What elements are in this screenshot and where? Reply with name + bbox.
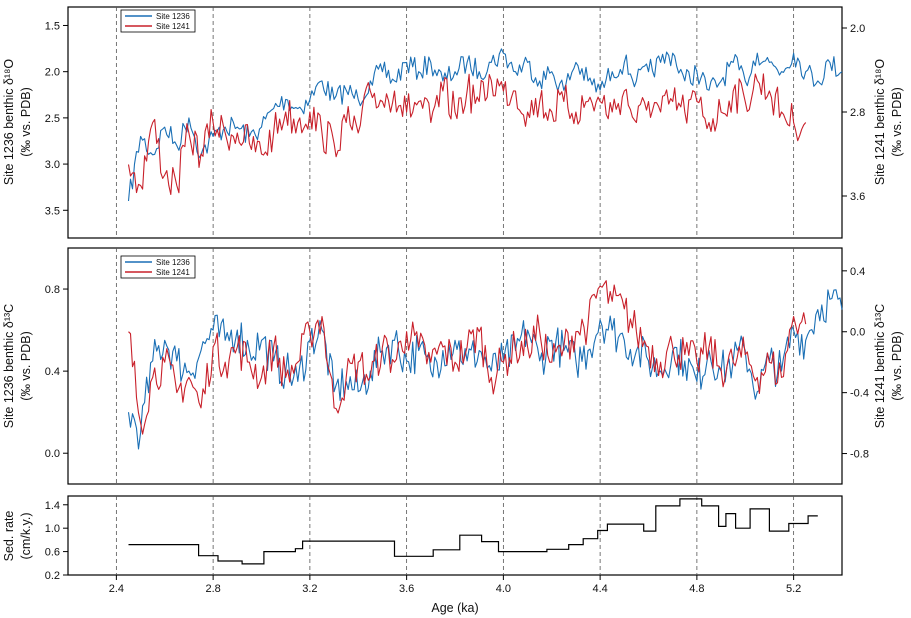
legend-label-site-1241: Site 1241 <box>156 22 190 31</box>
panel-d18o-y2label-line2: (‰ vs. PDB) <box>890 87 904 156</box>
y-tick-label: -0.8 <box>850 449 869 461</box>
panel-d18o-right-axis: 2.0 2.8 3.6 <box>842 23 865 203</box>
y-tick-label: 0.8 <box>45 284 60 296</box>
y-tick-label: 0.2 <box>45 570 60 582</box>
y-tick-label: 3.5 <box>45 205 60 217</box>
panel-d18o-left-axis: 1.5 2.0 2.5 3.0 3.5 <box>45 20 68 217</box>
panel-d13c-series <box>127 280 843 450</box>
panel-d13c-ylabel-line2: (‰ vs. PDB) <box>19 331 33 400</box>
panel-sedrate-frame <box>67 495 843 576</box>
x-tick-label: 2.8 <box>205 583 220 595</box>
y-tick-label: 0.0 <box>850 327 865 339</box>
series-line-site-1236 <box>127 289 843 450</box>
legend-label-site-1236: Site 1236 <box>156 12 190 21</box>
y-tick-label: 1.0 <box>45 523 60 535</box>
panel-sedrate-grid <box>115 496 795 575</box>
x-axis-label: Age (ka) <box>431 601 478 615</box>
panel-d18o-ylabel-line1: Site 1236 benthic δ¹⁸O <box>2 59 16 185</box>
panel-d13c-right-axis: -0.8 -0.4 0.0 0.4 <box>842 266 869 461</box>
y-tick-label: -0.4 <box>850 388 869 400</box>
panel-sedrate-ylabel-line1: Sed. rate <box>2 511 16 562</box>
panel-d13c-y2label-line1: Site 1241 benthic δ¹³C <box>873 304 887 428</box>
legend-label-site-1236: Site 1236 <box>156 258 190 267</box>
panel-d13c-frame <box>67 247 843 485</box>
panel-d18o-series <box>127 48 843 202</box>
panel-d13c-y2label-line2: (‰ vs. PDB) <box>890 331 904 400</box>
y-tick-label: 2.5 <box>45 113 60 125</box>
series-line-site-1241 <box>127 73 807 196</box>
y-tick-label: 1.4 <box>45 500 60 512</box>
y-tick-label: 0.4 <box>850 266 865 278</box>
panel-d18o-frame <box>67 6 843 239</box>
panel-d13c: 0.0 0.4 0.8 -0.8 -0.4 0.0 0.4 Site 1236 Site … <box>2 247 904 485</box>
y-tick-label: 2.0 <box>850 23 865 35</box>
x-axis: 2.4 2.8 3.2 3.6 4.0 4.4 4.8 5.2 <box>109 575 801 595</box>
panel-d18o: 1.5 2.0 2.5 3.0 3.5 2.0 2.8 3.6 Site 1236 Site… <box>2 6 904 239</box>
legend-d18o: Site 1236 Site 1241 <box>120 9 196 33</box>
y-tick-label: 3.6 <box>850 191 865 203</box>
x-tick-label: 2.4 <box>109 583 124 595</box>
panel-d13c-left-axis: 0.0 0.4 0.8 <box>45 284 68 460</box>
panel-sedrate-ylabel-line2: (cm/k.y.) <box>19 513 33 560</box>
x-tick-label: 4.8 <box>689 583 704 595</box>
x-tick-label: 4.4 <box>592 583 607 595</box>
legend-label-site-1241: Site 1241 <box>156 268 190 277</box>
y-tick-label: 0.6 <box>45 547 60 559</box>
x-tick-label: 5.2 <box>786 583 801 595</box>
panel-sedrate-series <box>128 498 818 565</box>
legend-d13c: Site 1236 Site 1241 <box>120 255 196 279</box>
y-tick-label: 2.0 <box>45 67 60 79</box>
y-tick-label: 0.4 <box>45 366 60 378</box>
series-line-site-1241 <box>128 280 807 435</box>
x-tick-label: 3.2 <box>302 583 317 595</box>
series-line-site-1236 <box>127 48 843 202</box>
panel-d18o-ylabel-line2: (‰ vs. PDB) <box>19 87 33 156</box>
panel-sedrate: 0.2 0.6 1.0 1.4 2.4 2.8 3.2 3.6 4.0 4.4 4.8 5.2 Se… <box>2 495 843 615</box>
x-tick-label: 3.6 <box>399 583 414 595</box>
panel-d18o-grid <box>115 7 795 238</box>
y-tick-label: 3.0 <box>45 159 60 171</box>
panel-sedrate-left-axis: 0.2 0.6 1.0 1.4 <box>45 500 68 582</box>
x-tick-label: 4.0 <box>496 583 511 595</box>
y-tick-label: 2.8 <box>850 107 865 119</box>
y-tick-label: 0.0 <box>45 448 60 460</box>
panel-d18o-y2label-line1: Site 1241 benthic δ¹⁸O <box>873 59 887 185</box>
y-tick-label: 1.5 <box>45 20 60 32</box>
series-line-sed-rate <box>128 498 818 565</box>
panel-d13c-ylabel-line1: Site 1236 benthic δ¹³C <box>2 304 16 428</box>
panel-d13c-grid <box>115 248 795 484</box>
